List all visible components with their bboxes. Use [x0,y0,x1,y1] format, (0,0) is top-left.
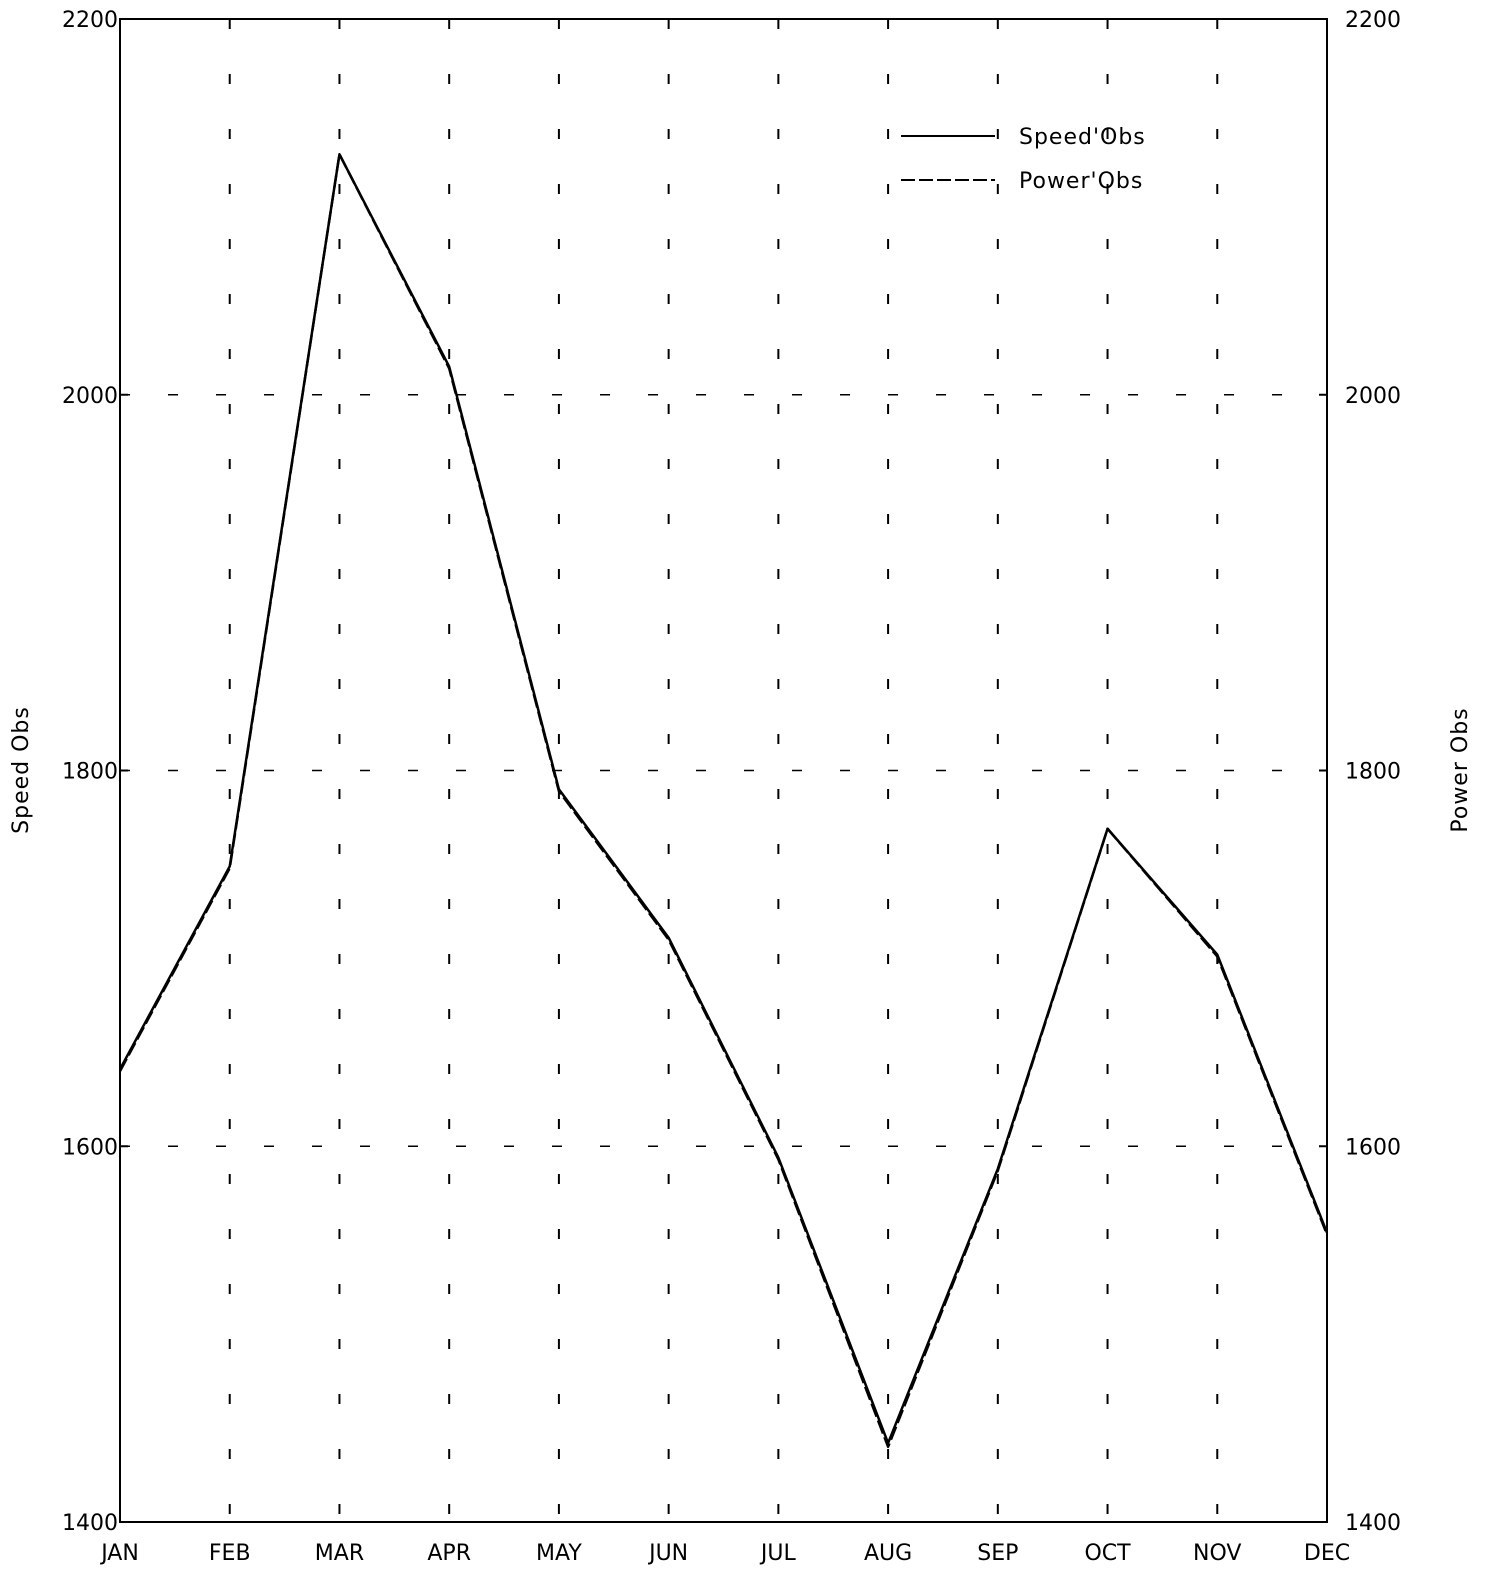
right-y-axis: 1400 1600 1800 2000 2200 [1319,8,1401,1536]
x-tick-label: JUN [647,1541,688,1566]
legend: Speed'Obs Power'Obs [901,125,1146,194]
left-y-axis: 1400 1600 1800 2000 2200 [62,8,128,1536]
plot-frame [119,18,1328,1523]
series-line-1 [118,153,1329,1445]
x-tick-label: DEC [1304,1541,1350,1566]
y-axis-title-left: Speed Obs [9,706,34,834]
x-tick-label: APR [427,1541,471,1566]
y-tick-label-right: 1800 [1345,760,1401,785]
y-tick-label-right: 2200 [1345,8,1401,33]
x-axis: JAN FEB MAR APR MAY JUN JUL AUG SEP OCT NOV DEC [99,1541,1350,1566]
y-tick-label-right: 2000 [1345,384,1401,409]
x-tick-label: FEB [209,1541,251,1566]
y-tick-label-right: 1400 [1345,1511,1401,1536]
grid-lines [120,19,1327,1522]
y-tick-label-left: 1400 [62,1511,118,1536]
y-tick-label-left: 1800 [62,760,118,785]
x-tick-label: OCT [1084,1541,1131,1566]
y-axis-title-right: Power Obs [1448,707,1473,832]
x-tick-label: MAR [315,1541,364,1566]
y-tick-label-right: 1600 [1345,1135,1401,1160]
series-lines [118,153,1329,1449]
y-tick-label-left: 2000 [62,384,118,409]
y-tick-label-left: 1600 [62,1135,118,1160]
legend-label: Speed'Obs [1019,125,1146,150]
legend-label: Power'Obs [1019,169,1143,194]
x-tick-label: AUG [864,1541,912,1566]
x-tick-label: SEP [977,1541,1018,1566]
x-tick-label: MAY [536,1541,582,1566]
x-tick-label: JAN [99,1541,139,1566]
x-tick-label: JUL [759,1541,797,1566]
x-tick-label: NOV [1193,1541,1241,1566]
y-tick-label-left: 2200 [62,8,118,33]
series-line-2 [118,153,1329,1449]
